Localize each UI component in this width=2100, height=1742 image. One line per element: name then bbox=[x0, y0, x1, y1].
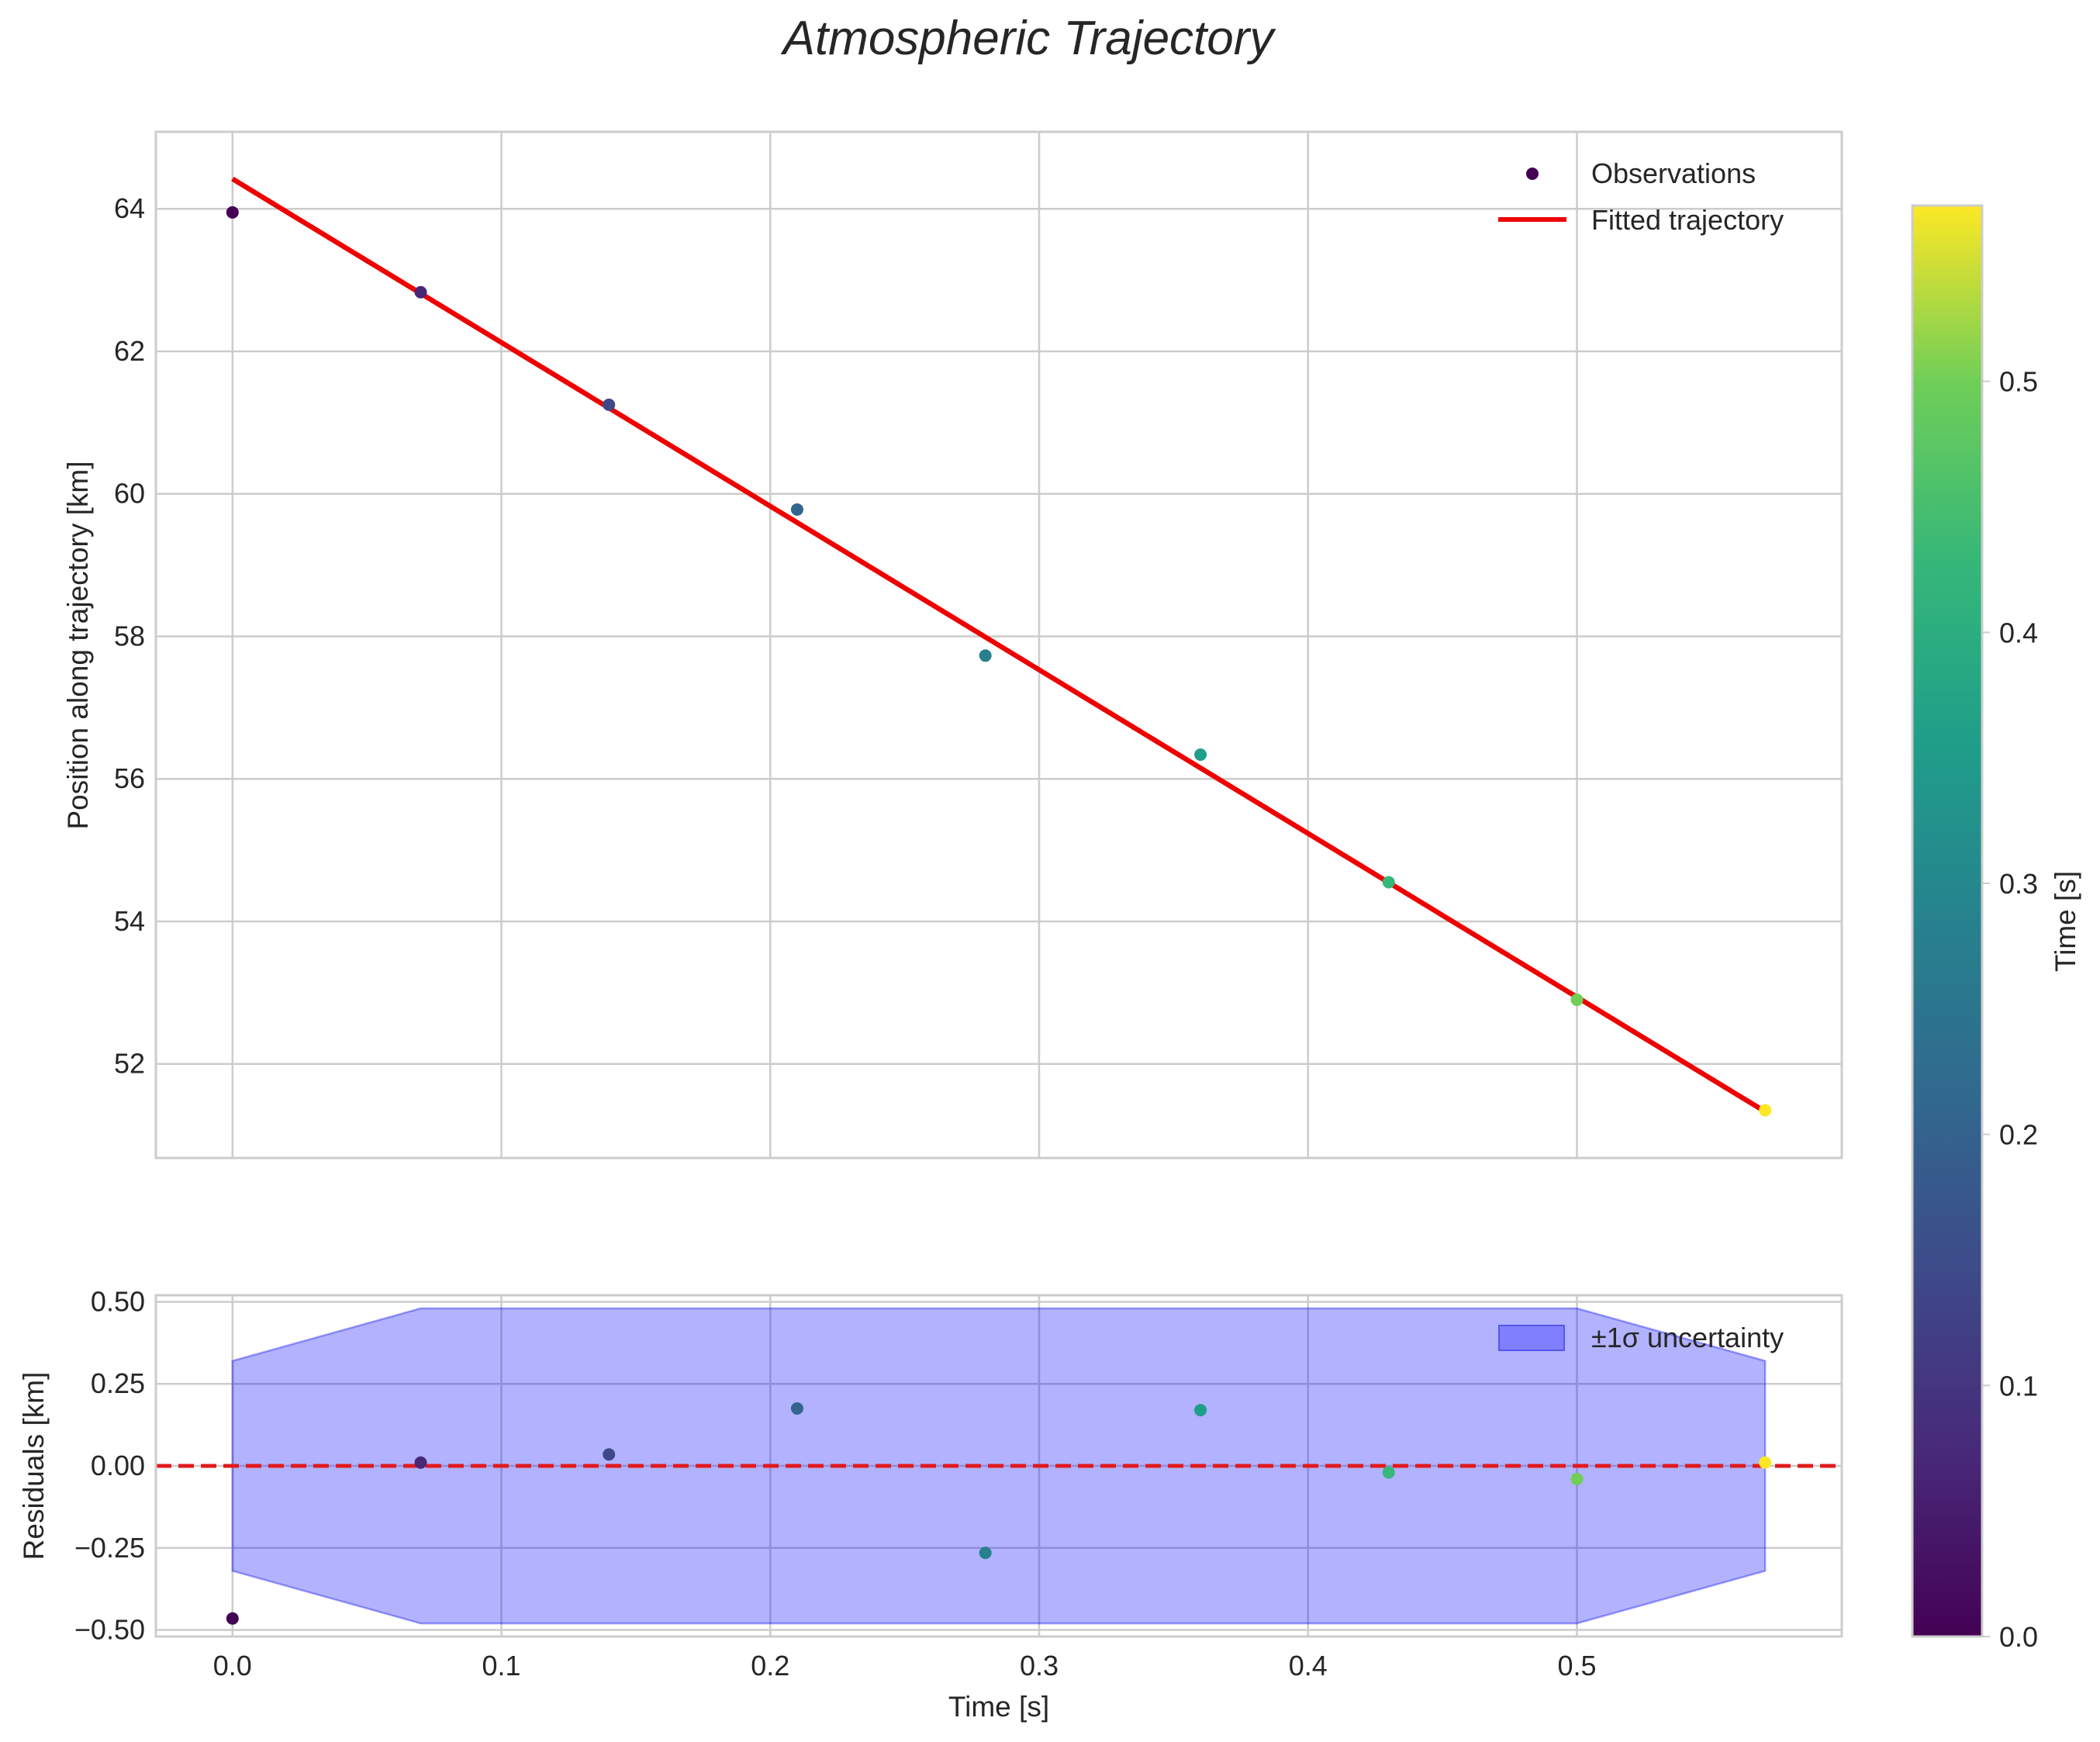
chart-title: Atmospheric Trajectory bbox=[780, 12, 1277, 65]
x-tick-label: 0.5 bbox=[1557, 1650, 1596, 1682]
legend-observations-label: Observations bbox=[1591, 157, 1756, 189]
x-tick-label: 0.3 bbox=[1020, 1650, 1059, 1682]
legend-band-swatch bbox=[1498, 1325, 1565, 1351]
residual-point bbox=[226, 1612, 239, 1625]
residual-point bbox=[603, 1448, 616, 1461]
x-tick-label: 0.4 bbox=[1289, 1650, 1328, 1682]
residual-point bbox=[979, 1547, 992, 1560]
residuals-y-tick-label: 0.00 bbox=[91, 1450, 145, 1481]
main-y-tick-label: 58 bbox=[114, 620, 145, 652]
residuals-frame bbox=[154, 1294, 1843, 1638]
observation-point bbox=[414, 285, 427, 299]
observation-point bbox=[790, 503, 803, 516]
observation-point bbox=[603, 398, 616, 411]
colorbar-tick-label: 0.1 bbox=[1999, 1370, 2038, 1402]
observation-point bbox=[226, 206, 239, 219]
colorbar-ticks: 0.0 0.1 0.2 0.3 0.4 0.5 bbox=[1982, 366, 2038, 1653]
colorbar-tick-label: 0.4 bbox=[1999, 617, 2038, 648]
observation-point bbox=[1759, 1104, 1772, 1117]
main-panel: 52 54 56 58 60 62 64 Position along trajectory… bbox=[62, 130, 1843, 1160]
observation-point bbox=[979, 649, 992, 662]
main-legend: Observations Fitted trajectory bbox=[1498, 157, 1784, 236]
main-y-ticks: 52 54 56 58 60 62 64 bbox=[114, 192, 145, 1080]
legend-fit-label: Fitted trajectory bbox=[1591, 204, 1784, 236]
main-y-tick-label: 62 bbox=[114, 335, 145, 367]
colorbar-label: Time [s] bbox=[2050, 871, 2081, 972]
colorbar-tick-label: 0.3 bbox=[1999, 868, 2038, 900]
legend-observations-marker bbox=[1526, 168, 1539, 180]
residual-point bbox=[1759, 1456, 1772, 1469]
x-tick-label: 0.2 bbox=[751, 1650, 789, 1682]
residuals-marks bbox=[156, 1307, 1842, 1625]
residuals-y-tick-label: 0.50 bbox=[91, 1285, 145, 1317]
residual-point bbox=[414, 1456, 427, 1469]
main-grid bbox=[156, 132, 1842, 1158]
residuals-panel: 0.0 0.1 0.2 0.3 0.4 0.5 −0.50 −0.25 0.00 0.25 0.50… bbox=[18, 1285, 1843, 1723]
colorbar-tick-label: 0.2 bbox=[1999, 1119, 2038, 1151]
residuals-legend: ±1σ uncertainty bbox=[1498, 1322, 1784, 1353]
main-y-tick-label: 64 bbox=[114, 192, 145, 224]
x-axis-label: Time [s] bbox=[948, 1691, 1049, 1723]
colorbar: 0.0 0.1 0.2 0.3 0.4 0.5 Time [s] bbox=[1911, 204, 2081, 1653]
main-marks bbox=[226, 176, 1772, 1117]
observation-point bbox=[1194, 748, 1207, 761]
residuals-y-tick-label: −0.25 bbox=[74, 1532, 145, 1564]
residual-point bbox=[790, 1402, 803, 1415]
main-y-axis-label: Position along trajectory [km] bbox=[62, 461, 94, 829]
main-y-tick-label: 56 bbox=[114, 762, 145, 794]
colorbar-tick-label: 0.5 bbox=[1999, 366, 2038, 398]
main-frame bbox=[154, 130, 1843, 1160]
main-y-tick-label: 54 bbox=[114, 905, 145, 937]
residuals-y-axis-label: Residuals [km] bbox=[18, 1372, 50, 1561]
fitted-trajectory-line bbox=[231, 176, 1767, 1115]
residual-point bbox=[1570, 1472, 1584, 1485]
legend-band-label: ±1σ uncertainty bbox=[1591, 1322, 1784, 1353]
residual-point bbox=[1382, 1466, 1395, 1479]
residual-point bbox=[1194, 1404, 1207, 1417]
colorbar-gradient bbox=[1911, 204, 1984, 1638]
main-y-tick-label: 52 bbox=[114, 1048, 145, 1080]
residuals-ticks: 0.0 0.1 0.2 0.3 0.4 0.5 −0.50 −0.25 0.00 0.25 0.50 bbox=[74, 1285, 1597, 1682]
x-tick-label: 0.0 bbox=[213, 1650, 252, 1682]
residuals-y-tick-label: −0.50 bbox=[74, 1614, 145, 1646]
main-y-tick-label: 60 bbox=[114, 478, 145, 510]
colorbar-tick-label: 0.0 bbox=[1999, 1621, 2038, 1653]
observation-point bbox=[1382, 876, 1395, 889]
residuals-y-tick-label: 0.25 bbox=[91, 1367, 145, 1399]
x-tick-label: 0.1 bbox=[482, 1650, 521, 1682]
observation-point bbox=[1570, 994, 1584, 1007]
